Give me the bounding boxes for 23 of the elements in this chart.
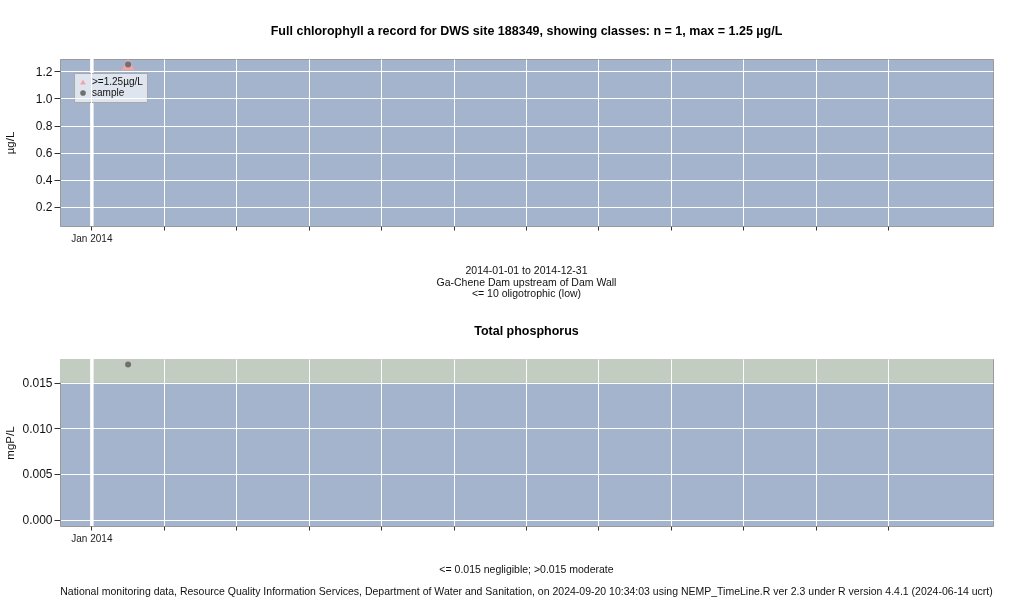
x-tick-label: Jan 2014 <box>71 232 113 244</box>
chart-title: Total phosphorus <box>474 323 579 338</box>
text: Ga-Chene Dam upstream of Dam Wall <box>435 275 618 288</box>
y-axis-title: mgP/L <box>3 425 16 460</box>
chart-title: Full chlorophyll a record for DWS site 188349, showing classes: n = 1, max = 1.25 µg/L <box>270 23 783 38</box>
text: 2014-01-01 to 2014-12-31 <box>464 264 589 277</box>
y-tick-label: 1.2 <box>35 64 53 79</box>
y-tick-label: 0.005 <box>22 467 53 482</box>
y-tick-label: 0.010 <box>22 421 53 436</box>
y-tick-label: 0.8 <box>35 119 53 134</box>
y-tick-label: 0.000 <box>22 513 53 528</box>
x-tick-label: Jan 2014 <box>71 532 113 544</box>
series-label: sample <box>92 87 125 98</box>
text: <= 10 oligotrophic (low) <box>470 287 583 300</box>
legend-label: >=1.25µg/L <box>92 76 144 87</box>
y-tick-label: 0.4 <box>35 173 53 188</box>
y-tick-label: 0.015 <box>22 376 53 391</box>
y-axis-title: µg/L <box>3 131 16 155</box>
y-tick-label: 0.2 <box>35 200 53 215</box>
text: <= 0.015 negligible; >0.015 moderate <box>438 562 615 577</box>
y-tick-label: 1.0 <box>35 91 53 106</box>
y-tick-label: 0.6 <box>35 146 53 161</box>
text: National monitoring data, Resource Quality Information Services, Department of Water and Sanitation, on 2024-09-20 10:34:03 using NEMP_TimeLine.R ver 2.3 under R version 4.4.1 (2024-06-14 ucrt) <box>59 584 994 599</box>
